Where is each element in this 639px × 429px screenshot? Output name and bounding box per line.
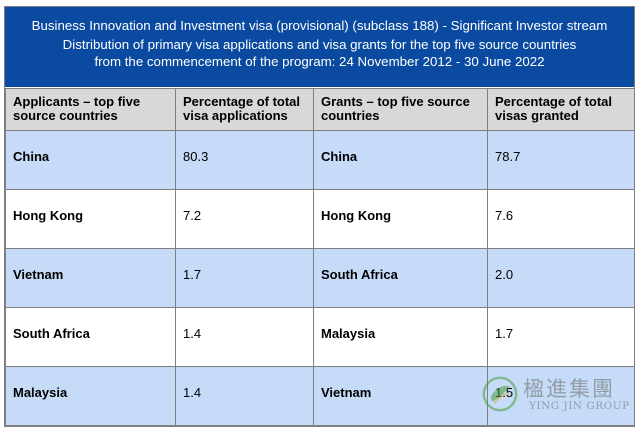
title-line-1: Business Innovation and Investment visa … [31, 18, 608, 33]
table-row: Hong Kong 7.2 Hong Kong 7.6 [5, 189, 635, 249]
applicant-country-cell: Hong Kong [5, 189, 176, 249]
grant-country-cell: China [313, 130, 488, 190]
column-header-application-percentage: Percentage of total visa applications [175, 88, 314, 131]
applicant-country-cell: Vietnam [5, 248, 176, 308]
grant-country-cell: Hong Kong [313, 189, 488, 249]
application-percentage-cell: 1.4 [175, 307, 314, 367]
table-frame: Business Innovation and Investment visa … [4, 6, 635, 427]
title-line-3: from the commencement of the program: 24… [94, 54, 545, 69]
table-header-row: Applicants – top five source countries P… [5, 88, 635, 131]
grant-percentage-cell: 1.7 [487, 307, 635, 367]
column-header-grant-countries: Grants – top five source countries [313, 88, 488, 131]
grant-country-cell: South Africa [313, 248, 488, 308]
application-percentage-cell: 80.3 [175, 130, 314, 190]
title-line-2: Distribution of primary visa application… [62, 37, 577, 52]
grant-percentage-cell: 7.6 [487, 189, 635, 249]
applicant-country-cell: China [5, 130, 176, 190]
table-row: South Africa 1.4 Malaysia 1.7 [5, 307, 635, 367]
column-header-applicant-countries: Applicants – top five source countries [5, 88, 176, 131]
grant-country-cell: Vietnam [313, 366, 488, 426]
table-row: Malaysia 1.4 Vietnam 1.5 [5, 366, 635, 426]
watermark-chinese-text: 楹進集團 [523, 377, 615, 401]
table-row: China 80.3 China 78.7 [5, 130, 635, 190]
column-header-grant-percentage: Percentage of total visas granted [487, 88, 635, 131]
application-percentage-cell: 1.7 [175, 248, 314, 308]
application-percentage-cell: 7.2 [175, 189, 314, 249]
watermark-english-text: YING JIN GROUP [529, 400, 630, 412]
grant-percentage-cell: 78.7 [487, 130, 635, 190]
grant-country-cell: Malaysia [313, 307, 488, 367]
data-table: Applicants – top five source countries P… [5, 88, 635, 426]
ying-jin-logo-icon [482, 376, 518, 412]
ying-jin-watermark: 楹進集團 YING JIN GROUP [481, 373, 631, 417]
grant-percentage-cell: 2.0 [487, 248, 635, 308]
applicant-country-cell: Malaysia [5, 366, 176, 426]
table-row: Vietnam 1.7 South Africa 2.0 [5, 248, 635, 308]
application-percentage-cell: 1.4 [175, 366, 314, 426]
applicant-country-cell: South Africa [5, 307, 176, 367]
title-banner: Business Innovation and Investment visa … [5, 7, 634, 87]
grant-percentage-cell: 1.5 [487, 366, 635, 426]
